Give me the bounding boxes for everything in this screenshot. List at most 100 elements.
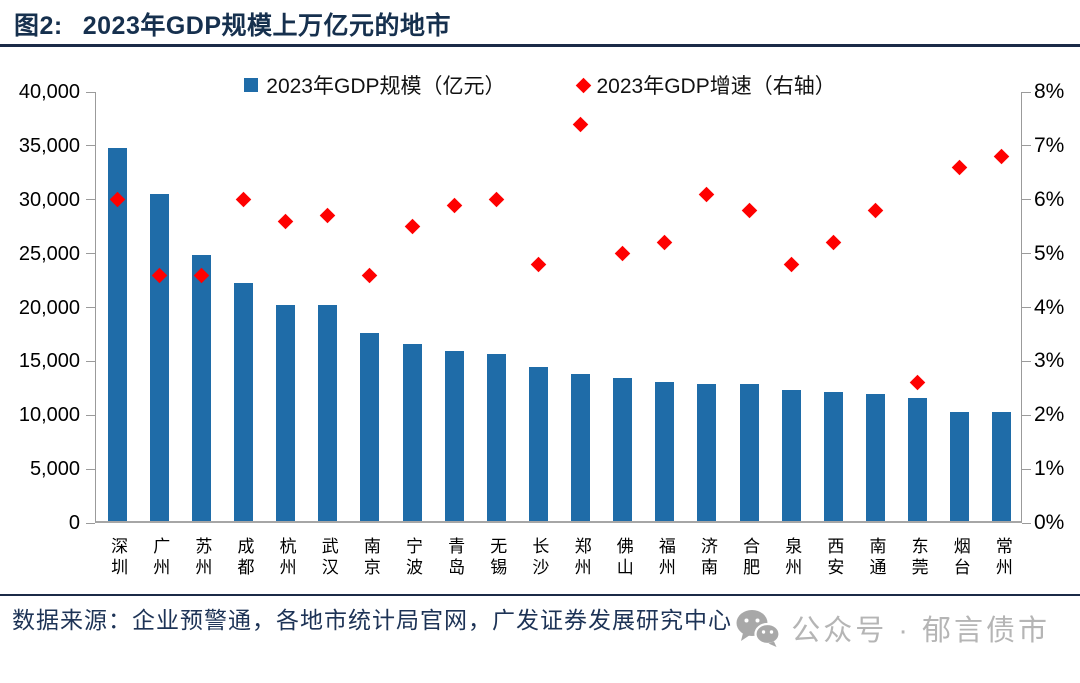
axis-tick-right [1022,522,1031,524]
axis-tick-right [1022,414,1031,416]
growth-diamond-marker [277,213,294,230]
y-tick-label-right: 4% [1034,295,1065,319]
gdp-bar [528,366,548,521]
legend-label-gdp-growth: 2023年GDP增速（右轴） [596,75,836,98]
x-tick-label-city: 郑州 [571,537,591,579]
gdp-bar [992,412,1012,521]
x-tick-label-city: 苏州 [192,537,212,579]
growth-diamond-marker [909,375,926,391]
gdp-bar [191,255,211,521]
axis-tick-left [86,145,95,147]
x-tick-label-city: 烟台 [950,537,970,579]
gdp-bar [908,397,928,521]
y-tick-label-left: 0 [68,512,80,534]
growth-diamond-marker [488,191,505,208]
y-tick-label-right: 0% [1034,511,1065,534]
growth-diamond-marker [994,148,1010,165]
x-tick-label-city: 无锡 [487,537,507,579]
axis-tick-left [86,199,95,201]
figure-title-row: 图2: 2023年GDP规模上万亿元的地市 [14,6,451,42]
axis-tick-left [86,360,95,362]
legend-label-gdp-scale: 2023年GDP规模（亿元） [266,75,506,98]
x-tick-label-city: 西安 [824,537,844,579]
growth-diamond-marker [783,256,800,273]
x-tick-label-city: 常州 [992,537,1012,579]
gdp-bar [360,333,380,521]
gdp-bar [739,384,759,521]
axis-tick-left [86,414,95,416]
growth-diamond-marker [362,267,378,283]
x-tick-label-city: 泉州 [782,537,802,579]
y-tick-label-right: 8% [1034,80,1065,103]
diamond-series-swatch-icon [575,77,591,93]
x-tick-label-city: 宁波 [403,537,423,579]
axis-tick-left [86,91,95,93]
x-tick-label-city: 佛山 [613,537,633,579]
y-tick-label-left: 25,000 [18,242,80,265]
y-tick-label-left: 5,000 [29,458,80,481]
axis-tick-left [86,522,95,524]
x-tick-label-city: 东莞 [908,537,928,579]
axis-tick-right [1022,91,1031,93]
plot-area [86,91,1031,524]
legend-item-gdp-scale: 2023年GDP规模（亿元） [244,70,506,100]
growth-diamond-marker [825,235,842,251]
gdp-bar [950,411,970,521]
gdp-bar [866,393,886,521]
gdp-combo-chart: 2023年GDP规模（亿元） 2023年GDP增速（右轴） 40,000 35,0… [0,50,1080,590]
y-tick-label-right: 2% [1034,403,1065,427]
x-tick-label-city: 深圳 [108,537,128,579]
y-tick-label-right: 6% [1034,187,1065,211]
x-tick-label-city: 南通 [866,537,886,579]
growth-diamond-marker [867,202,884,219]
y-tick-label-left: 35,000 [18,134,80,157]
axis-tick-left [86,307,95,308]
y-tick-label-right: 1% [1034,457,1065,481]
watermark-text: 公众号 · 郁言债市 [791,615,1050,647]
x-tick-label-city: 合肥 [740,537,760,579]
gdp-bar [571,374,591,521]
axis-tick-right [1022,468,1031,470]
growth-diamond-marker [741,202,757,219]
x-tick-label-city: 青岛 [445,537,465,579]
y-tick-label-right: 3% [1034,349,1065,373]
gdp-bar [149,193,169,521]
x-tick-label-city: 福州 [655,537,675,579]
growth-diamond-marker [446,197,462,213]
gdp-bar [655,381,675,521]
growth-diamond-marker [952,159,968,176]
axis-tick-right [1022,360,1031,362]
figure-title: 2023年GDP规模上万亿元的地市 [82,12,452,40]
chart-legend: 2023年GDP规模（亿元） 2023年GDP增速（右轴） [0,70,1080,100]
watermark: 公众号 · 郁言债市 [735,607,1050,649]
gdp-bar [781,389,801,521]
growth-diamond-marker [699,186,715,203]
growth-diamond-marker [404,218,420,235]
gdp-bar [318,305,338,521]
data-source-note: 数据来源：企业预警通，各地市统计局官网，广发证券发展研究中心 [12,608,732,634]
axis-tick-right [1022,145,1031,147]
x-tick-label-city: 长沙 [529,537,549,579]
footer-divider-line [0,594,1080,596]
axis-tick-right [1022,307,1031,308]
growth-diamond-marker [657,235,673,251]
gdp-bar [444,351,464,521]
axis-tick-right [1022,253,1031,255]
growth-diamond-marker [572,116,589,133]
x-tick-label-city: 成都 [234,537,254,579]
x-tick-label-city: 广州 [150,537,170,579]
gdp-bar [233,283,253,521]
x-tick-label-city: 南京 [360,537,380,579]
axis-tick-left [86,253,95,255]
gdp-bar [613,377,633,521]
growth-diamond-marker [530,256,547,273]
growth-diamond-marker [614,245,631,262]
figure-number-label: 图2: [14,12,63,40]
y-tick-label-left: 15,000 [18,350,80,373]
x-tick-label-city: 杭州 [276,537,296,579]
x-tick-label-city: 济南 [697,537,717,579]
growth-diamond-marker [235,191,252,208]
axis-tick-left [86,468,95,470]
gdp-bar [823,391,843,521]
